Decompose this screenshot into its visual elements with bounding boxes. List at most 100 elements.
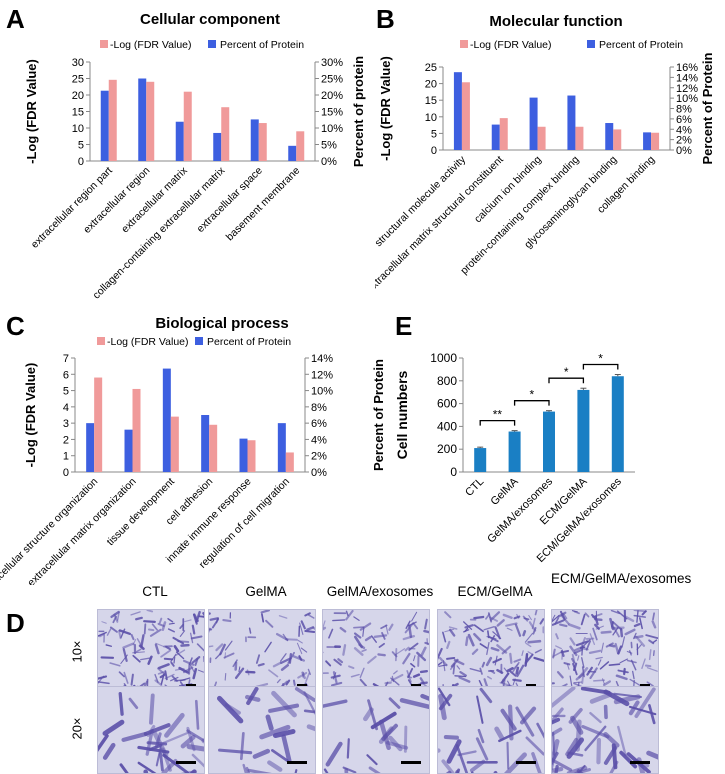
stained-cell xyxy=(622,637,624,647)
bar-percent-protein xyxy=(567,96,575,150)
stained-cell xyxy=(282,665,288,669)
stained-cell xyxy=(348,739,349,757)
stained-cell xyxy=(492,648,498,650)
stained-cell xyxy=(552,709,562,726)
bar-log-fdr xyxy=(209,425,217,472)
stained-cell xyxy=(168,619,172,622)
stained-cell xyxy=(220,750,251,753)
condition-label: ECM/GelMA xyxy=(437,584,553,600)
stained-cell xyxy=(650,650,651,660)
stained-cell xyxy=(477,697,482,723)
stained-cell xyxy=(470,669,480,672)
y-tick-label-right: 6% xyxy=(311,418,327,430)
stained-cell xyxy=(404,636,414,639)
stained-cell xyxy=(189,747,204,750)
stained-cell xyxy=(581,648,587,649)
stained-cell xyxy=(102,622,106,624)
stained-cell xyxy=(522,651,523,656)
bar-percent-protein xyxy=(213,133,221,161)
stained-cell xyxy=(132,675,133,685)
stained-cell xyxy=(266,621,272,627)
stained-cell xyxy=(422,648,425,655)
stained-cell xyxy=(137,649,141,651)
stained-cell xyxy=(355,648,362,654)
bar-percent-protein xyxy=(138,79,146,162)
stained-cell xyxy=(616,644,619,653)
legend-label-fdr: -Log (FDR Value) xyxy=(470,39,552,51)
bar-cell-number xyxy=(509,432,521,472)
stained-cell xyxy=(362,650,366,651)
legend-label-percent: Percent of Protein xyxy=(220,39,304,51)
stained-cell xyxy=(136,618,142,619)
stained-cell xyxy=(474,617,483,618)
stained-cell xyxy=(301,648,306,652)
stained-cell xyxy=(255,751,268,756)
stained-cell xyxy=(119,672,124,676)
y-tick-label-right: 14% xyxy=(676,72,698,84)
stained-cell xyxy=(493,659,500,662)
stained-cell xyxy=(389,625,392,630)
stained-cell xyxy=(349,666,353,668)
stained-cell xyxy=(556,634,558,638)
significance-marker: * xyxy=(564,365,569,379)
stained-cell xyxy=(131,612,140,615)
y-tick-label-left: 10 xyxy=(425,112,437,124)
x-category-label: extracellular matrix xyxy=(119,164,190,235)
stained-cell xyxy=(224,653,233,657)
stained-cell xyxy=(193,626,194,634)
scale-bar xyxy=(630,761,650,764)
stained-cell xyxy=(211,618,218,619)
stained-cell xyxy=(649,753,658,758)
stained-cell xyxy=(620,659,627,663)
legend-label-percent: Percent of Protein xyxy=(207,336,291,348)
stained-cell xyxy=(484,627,494,630)
x-category-label: extracellular space xyxy=(194,165,265,236)
stained-cell xyxy=(325,770,336,773)
stained-cell xyxy=(474,634,480,640)
significance-marker: * xyxy=(529,388,534,402)
micrograph xyxy=(437,609,545,697)
stained-cell xyxy=(460,672,466,675)
y-tick-label-left: 15 xyxy=(425,95,437,107)
stained-cell xyxy=(144,621,155,622)
y-tick-label: 0 xyxy=(450,465,457,479)
stained-cell xyxy=(323,701,346,708)
stained-cell xyxy=(585,613,588,616)
bar-log-fdr xyxy=(221,107,229,161)
stained-cell xyxy=(326,661,330,665)
x-category-label: calcium ion binding xyxy=(472,154,544,226)
stained-cell xyxy=(241,733,243,758)
stained-cell xyxy=(617,676,627,679)
bar-percent-protein xyxy=(101,91,109,161)
bar-log-fdr xyxy=(538,127,546,150)
stained-cell xyxy=(481,689,491,701)
stained-cell xyxy=(250,628,251,633)
stained-cell xyxy=(161,754,163,770)
y-tick-label-right: 2% xyxy=(676,135,692,147)
stained-cell xyxy=(569,625,579,629)
stained-cell xyxy=(292,770,296,773)
stained-cell xyxy=(634,616,645,618)
bar-percent-protein xyxy=(163,369,171,472)
bar-cell-number xyxy=(612,376,624,472)
stained-cell xyxy=(488,677,492,679)
stained-cell xyxy=(406,648,409,651)
y-tick-label-left: 30 xyxy=(72,57,84,69)
stained-cell xyxy=(360,668,364,677)
stained-cell xyxy=(198,644,204,651)
stained-cell xyxy=(216,644,222,650)
stained-cell xyxy=(642,659,645,668)
stained-cell xyxy=(425,620,427,629)
stained-cell xyxy=(133,656,140,662)
stained-cell xyxy=(647,668,657,672)
stained-cell xyxy=(307,627,313,629)
stained-cell xyxy=(294,681,295,685)
stained-cell xyxy=(239,667,240,672)
y-tick-label-right: 10% xyxy=(676,93,698,105)
stained-cell xyxy=(540,619,543,623)
stained-cell xyxy=(98,682,109,684)
stained-cell xyxy=(630,651,632,655)
bar-log-fdr xyxy=(613,129,621,150)
scale-bar xyxy=(287,761,307,764)
